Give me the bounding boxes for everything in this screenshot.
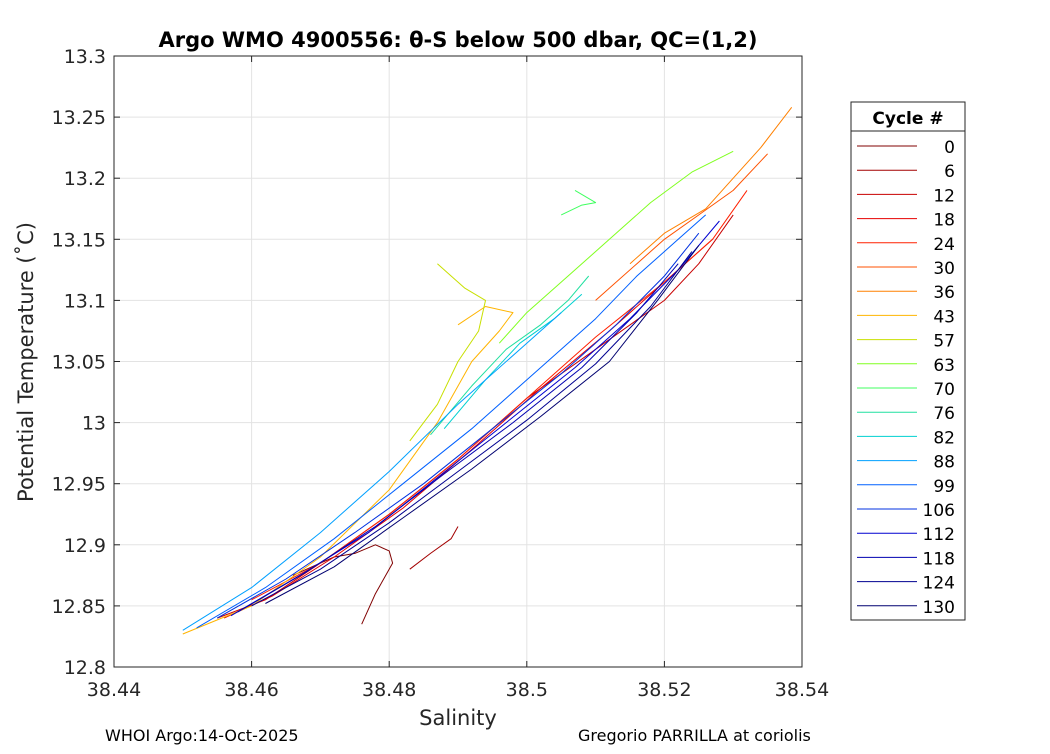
ticks: 38.44 38.46 38.48 38.5 38.52 38.54 12.8 12.85 12… xyxy=(52,46,830,701)
y-tick-label: 12.8 xyxy=(64,657,106,679)
series-line-cycle-70 xyxy=(560,189,597,216)
legend-label: 24 xyxy=(933,235,955,255)
x-tick-label: 38.46 xyxy=(224,679,278,701)
series-line-cycle-63 xyxy=(498,150,734,344)
series-line-cycle-118 xyxy=(237,263,679,613)
y-tick-label: 13 xyxy=(82,413,106,435)
series-line-cycle-106 xyxy=(216,232,700,619)
legend-label: 99 xyxy=(933,477,955,497)
x-tick-label: 38.54 xyxy=(775,679,829,701)
x-tick-label: 38.48 xyxy=(362,679,416,701)
x-tick-label: 38.52 xyxy=(637,679,691,701)
series-line-cycle-24 xyxy=(251,190,748,601)
legend-label: 30 xyxy=(933,259,955,279)
series-line-cycle-36 xyxy=(629,106,793,265)
legend-label: 0 xyxy=(944,138,955,158)
footer-left-credit: WHOI Argo:14-Oct-2025 xyxy=(105,726,299,745)
series-lines xyxy=(182,106,793,635)
y-tick-label: 12.95 xyxy=(52,474,106,496)
footer-right-credit: Gregorio PARRILLA at coriolis xyxy=(578,726,811,745)
series-line-cycle-124 xyxy=(251,251,693,607)
legend-label: 112 xyxy=(923,525,955,545)
series-line-cycle-88 xyxy=(182,312,562,631)
grid xyxy=(113,55,803,668)
legend-label: 18 xyxy=(933,211,955,231)
series-line-cycle-43 xyxy=(182,306,514,635)
legend-label: 88 xyxy=(933,453,955,473)
y-tick-label: 13.05 xyxy=(52,352,106,374)
y-tick-label: 13.1 xyxy=(64,290,106,312)
y-tick-label: 12.9 xyxy=(64,535,106,557)
series-line-cycle-76 xyxy=(430,275,590,436)
legend: Cycle # 0 6 12 18 24 30 36 43 57 63 70 76 82 88 99 106 1… xyxy=(850,101,966,621)
y-axis-label: Potential Temperature (˚C) xyxy=(14,222,38,502)
legend-entries: 0 6 12 18 24 30 36 43 57 63 70 76 82 88 99 106 112 118 124… xyxy=(857,138,955,618)
series-line-cycle-57 xyxy=(409,263,486,442)
series-line-cycle-30 xyxy=(595,153,768,301)
x-tick-label: 38.44 xyxy=(87,679,141,701)
y-tick-label: 13.25 xyxy=(52,107,106,129)
legend-label: 12 xyxy=(933,186,955,206)
legend-label: 70 xyxy=(933,380,955,400)
legend-label: 82 xyxy=(933,428,955,448)
x-axis-label: Salinity xyxy=(419,706,497,730)
y-tick-label: 12.85 xyxy=(52,596,106,618)
series-line-cycle-99 xyxy=(196,214,707,629)
legend-label: 124 xyxy=(923,574,955,594)
y-tick-label: 13.2 xyxy=(64,168,106,190)
series-line-cycle-130 xyxy=(265,245,700,604)
legend-label: 36 xyxy=(933,283,955,303)
x-tick-label: 38.5 xyxy=(506,679,548,701)
legend-title: Cycle # xyxy=(872,109,943,129)
legend-label: 106 xyxy=(923,501,955,521)
legend-label: 118 xyxy=(923,549,955,569)
legend-label: 57 xyxy=(933,332,955,352)
legend-label: 63 xyxy=(933,356,955,376)
legend-label: 6 xyxy=(944,162,955,182)
y-tick-label: 13.15 xyxy=(52,229,106,251)
chart-title: Argo WMO 4900556: θ-S below 500 dbar, QC… xyxy=(159,28,758,52)
legend-label: 43 xyxy=(933,307,955,327)
legend-label: 76 xyxy=(933,404,955,424)
series-line-cycle-82 xyxy=(443,293,583,430)
legend-label: 130 xyxy=(923,598,955,618)
y-tick-label: 13.3 xyxy=(64,46,106,68)
series-line-cycle-6 xyxy=(409,526,459,570)
